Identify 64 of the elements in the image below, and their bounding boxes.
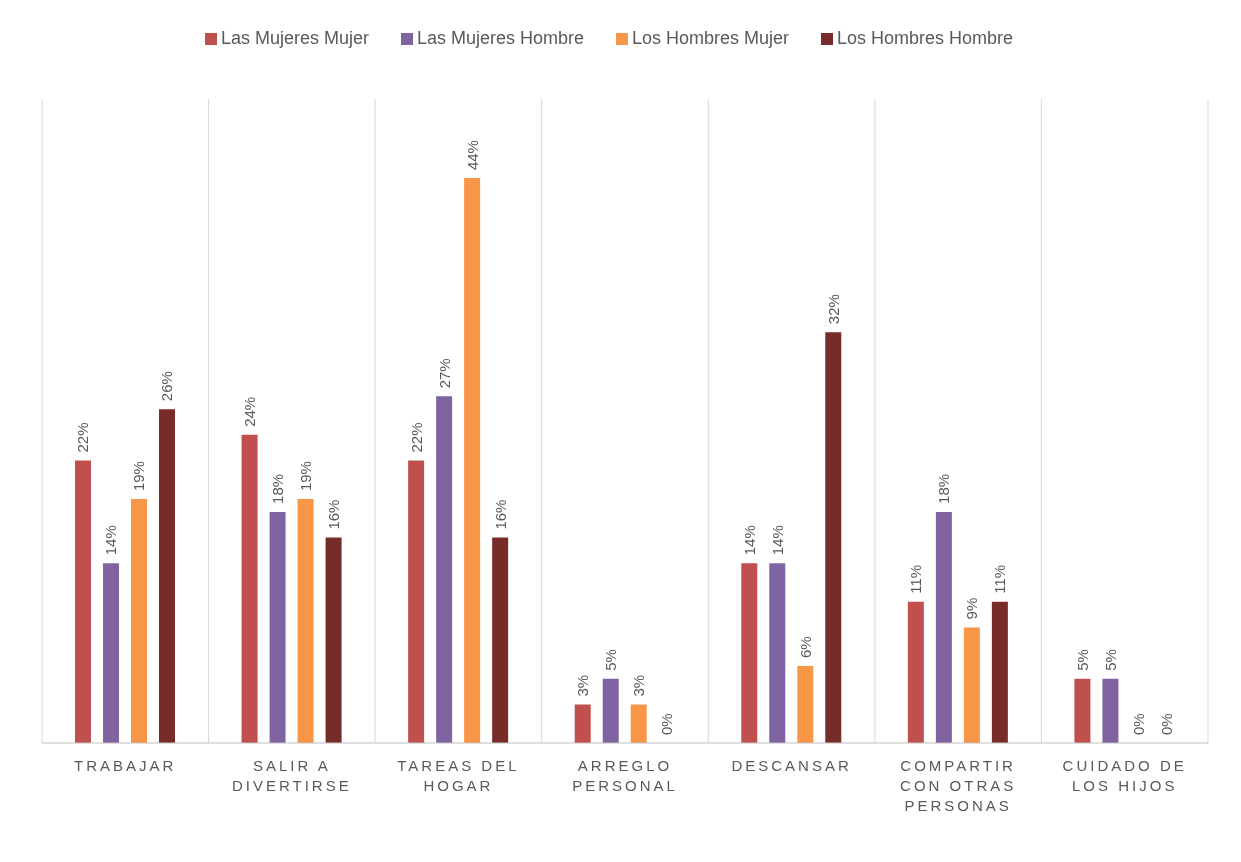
bar: [741, 563, 758, 743]
x-tick-label: TAREAS DEL HOGAR: [397, 757, 520, 794]
legend-label: Los Hombres Hombre: [837, 28, 1014, 48]
bar: [797, 665, 814, 743]
data-label: 16%: [491, 499, 509, 530]
data-label: 9%: [963, 597, 981, 620]
data-label: 18%: [935, 473, 953, 504]
data-label: 5%: [602, 649, 620, 671]
bar: [103, 563, 119, 743]
bar: [297, 499, 314, 743]
data-label: 11%: [991, 564, 1009, 594]
bar: [602, 678, 619, 743]
x-tick-label: TRABAJAR: [74, 757, 177, 774]
bar: [630, 704, 647, 743]
bar: [241, 434, 258, 743]
bar: [131, 499, 147, 743]
data-label: 0%: [658, 713, 676, 735]
data-label: 14%: [740, 525, 758, 556]
data-label: 19%: [297, 461, 315, 492]
x-tick-label: DESCANSAR: [731, 757, 852, 774]
data-label: 22%: [407, 422, 425, 453]
data-label: 11%: [907, 564, 925, 594]
data-label: 44%: [463, 140, 481, 171]
bar: [464, 178, 481, 743]
bar: [408, 460, 425, 743]
bar: [436, 396, 453, 743]
x-tick-label: ARREGLO PERSONAL: [572, 757, 678, 794]
bar: [825, 332, 842, 743]
bar: [325, 537, 342, 743]
legend-label: Las Mujeres Hombre: [416, 28, 584, 48]
data-label: 26%: [158, 371, 176, 402]
data-label: 5%: [1073, 649, 1091, 671]
bar: [963, 627, 980, 743]
bar: [75, 460, 91, 743]
legend-label: Las Mujeres Mujer: [220, 28, 369, 48]
x-tick-label: COMPARTIR CON OTRAS PERSONAS: [900, 757, 1017, 814]
bar: [991, 601, 1008, 743]
bar: [1074, 678, 1091, 743]
bar: [907, 601, 924, 743]
legend-label: Los Hombres Mujer: [632, 28, 790, 48]
data-label: 0%: [1157, 713, 1175, 735]
data-label: 16%: [325, 499, 343, 530]
bar: [159, 409, 175, 743]
data-label: 32%: [824, 294, 842, 325]
data-label: 6%: [796, 636, 814, 658]
data-label: 18%: [269, 473, 287, 504]
data-label: 3%: [630, 674, 648, 697]
bar: [769, 563, 786, 743]
data-label: 14%: [768, 525, 786, 556]
data-label: 5%: [1101, 649, 1119, 671]
x-tick-label: SALIR A DIVERTIRSE: [231, 757, 352, 794]
bar: [492, 537, 509, 743]
bar: [269, 511, 286, 743]
data-label: 3%: [574, 674, 592, 697]
data-label: 27%: [435, 358, 453, 389]
bar: [574, 704, 591, 743]
data-label: 14%: [102, 525, 120, 556]
x-tick-label: CUIDADO DE LOS HIJOS: [1062, 757, 1187, 794]
bar: [935, 511, 952, 743]
data-label: 19%: [130, 461, 148, 492]
data-label: 24%: [241, 396, 259, 427]
data-label: 22%: [74, 422, 92, 453]
data-label: 0%: [1129, 713, 1147, 735]
bar: [1102, 678, 1119, 743]
